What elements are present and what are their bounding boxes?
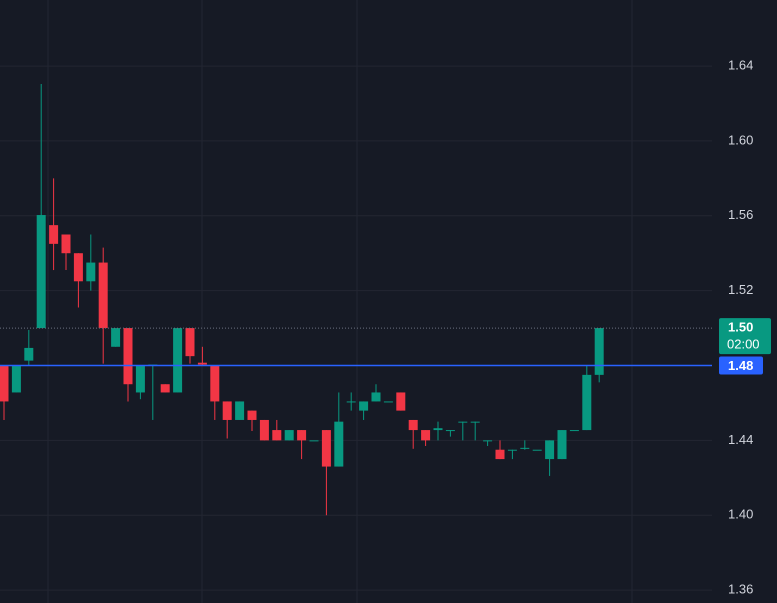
candle-body [520,447,530,449]
y-tick-label: 1.44 [728,432,753,447]
candle-body [421,430,431,441]
candle-body [61,234,71,254]
candle-body [408,419,418,431]
last-price-box [719,318,771,355]
candle-body [433,428,443,431]
candle-body [73,253,83,282]
candle-body [235,401,245,420]
candle-body [470,421,480,423]
candle-body [569,430,579,432]
candle-body [396,392,406,411]
candle-body [321,430,331,467]
candle-body [594,328,604,375]
candle-body [507,449,517,451]
candle-body [86,262,96,282]
y-tick-label: 1.52 [728,282,753,297]
candle-body [160,384,170,393]
candle-body [582,374,592,431]
candle-body [0,365,9,402]
candle-body [297,430,307,441]
candle-body [173,328,183,393]
last-price-label: 1.50 [728,320,753,335]
candle-body [346,401,356,403]
candle-body [272,430,282,441]
candle-body [458,421,468,423]
candle-body [545,440,555,460]
candle-body [11,365,21,393]
candle-body [359,401,369,411]
countdown-label: 02:00 [727,337,760,352]
candle-body [210,365,220,402]
candle-body [222,401,232,420]
y-tick-label: 1.36 [728,582,753,597]
candle-body [334,421,344,467]
candle-body [111,328,121,347]
candle-body [98,262,108,329]
candle-body [532,449,542,451]
y-tick-label: 1.40 [728,507,753,522]
candle-body [36,215,46,329]
price-line-label-box [719,356,763,375]
candle-body [259,419,269,441]
candle-body [247,410,257,420]
candle-body [445,430,455,432]
candle-body [49,225,59,244]
y-tick-label: 1.60 [728,132,753,147]
candle-body [284,430,294,441]
candle-body [383,401,393,403]
candle-body [197,362,207,365]
price-line-label: 1.48 [728,358,753,373]
candle-body [135,365,145,393]
y-tick-label: 1.56 [728,207,753,222]
candle-body [483,440,493,442]
candle-body [185,328,195,357]
candle-body [557,430,567,460]
candle-body [495,449,505,460]
candle-body [24,347,34,361]
candle-body [371,392,381,402]
candle-body [309,440,319,442]
y-tick-label: 1.64 [728,58,753,73]
candle-body [123,328,133,385]
